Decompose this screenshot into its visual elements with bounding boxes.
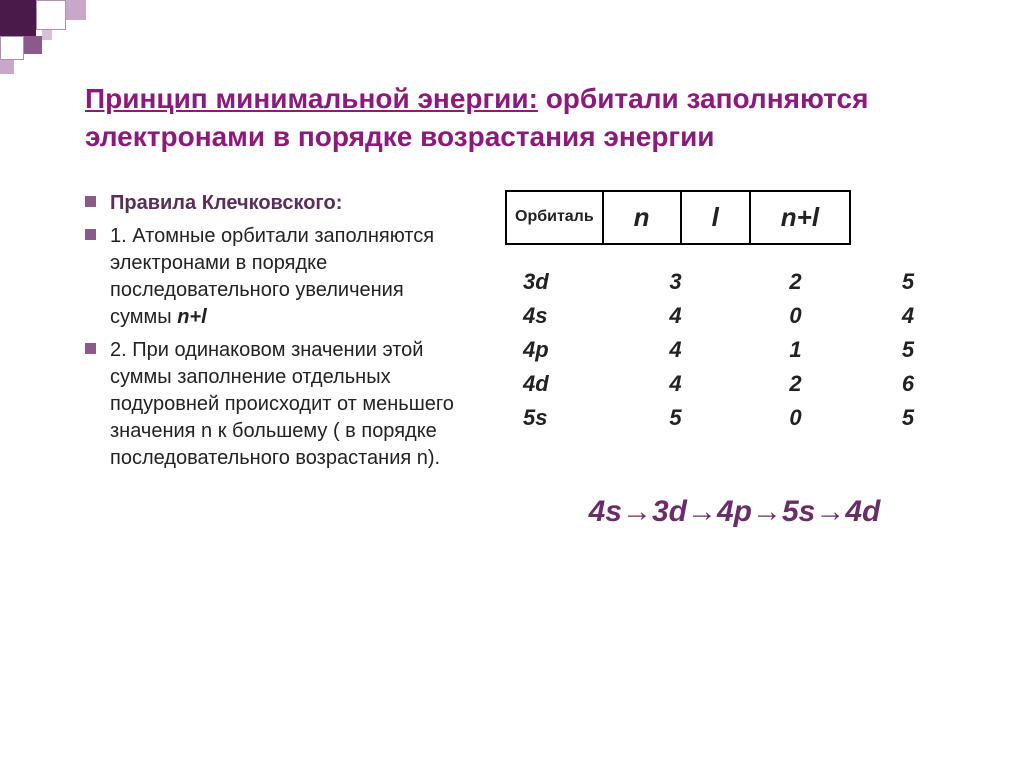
deco-square bbox=[0, 36, 24, 60]
list-item: 2. При одинаковом значении этой суммы за… bbox=[85, 337, 465, 472]
table-region: Орбиталь n l n+l 3d3254s4044p4154d4265s5… bbox=[505, 190, 964, 529]
cell-orb: 4d bbox=[523, 367, 613, 401]
cell-n: 5 bbox=[613, 401, 738, 435]
table-row: 4s404 bbox=[523, 299, 964, 333]
th-n: n bbox=[603, 191, 681, 244]
bullet-icon bbox=[85, 196, 96, 207]
cell-l: 0 bbox=[738, 299, 853, 333]
bullet-text: 1. Атомные орбитали заполняются электрон… bbox=[110, 223, 465, 331]
cell-n: 3 bbox=[613, 265, 738, 299]
list-item: Правила Клечковского: bbox=[85, 190, 465, 217]
cell-sum: 5 bbox=[853, 333, 963, 367]
deco-square bbox=[66, 0, 86, 20]
deco-square bbox=[24, 36, 42, 54]
cell-l: 0 bbox=[738, 401, 853, 435]
deco-square bbox=[42, 30, 52, 40]
cell-l: 1 bbox=[738, 333, 853, 367]
filling-sequence: 4s→3d→4p→5s→4d bbox=[505, 495, 964, 529]
orbital-table-header: Орбиталь n l n+l bbox=[505, 190, 851, 245]
cell-sum: 5 bbox=[853, 401, 963, 435]
deco-square bbox=[0, 0, 36, 36]
cell-orb: 5s bbox=[523, 401, 613, 435]
cell-orb: 4p bbox=[523, 333, 613, 367]
cell-l: 2 bbox=[738, 265, 853, 299]
cell-n: 4 bbox=[613, 333, 738, 367]
slide-title: Принцип минимальной энергии: орбитали за… bbox=[85, 80, 964, 156]
cell-l: 2 bbox=[738, 367, 853, 401]
corner-decoration bbox=[0, 0, 120, 90]
bullet-icon bbox=[85, 229, 96, 240]
cell-orb: 3d bbox=[523, 265, 613, 299]
table-row: 5s505 bbox=[523, 401, 964, 435]
cell-sum: 4 bbox=[853, 299, 963, 333]
deco-square bbox=[0, 60, 14, 74]
table-row: 3d325 bbox=[523, 265, 964, 299]
cell-sum: 6 bbox=[853, 367, 963, 401]
th-l: l bbox=[681, 191, 750, 244]
slide-content: Принцип минимальной энергии: орбитали за… bbox=[0, 0, 1024, 569]
bullet-icon bbox=[85, 343, 96, 354]
deco-square bbox=[36, 0, 66, 30]
title-underlined: Принцип минимальной энергии: bbox=[85, 83, 538, 114]
orbital-data-rows: 3d3254s4044p4154d4265s505 bbox=[523, 265, 964, 435]
table-row: 4p415 bbox=[523, 333, 964, 367]
cell-orb: 4s bbox=[523, 299, 613, 333]
cell-sum: 5 bbox=[853, 265, 963, 299]
cell-n: 4 bbox=[613, 367, 738, 401]
bullet-text: 2. При одинаковом значении этой суммы за… bbox=[110, 337, 465, 472]
table-row: 4d426 bbox=[523, 367, 964, 401]
list-item: 1. Атомные орбитали заполняются электрон… bbox=[85, 223, 465, 331]
th-orbital: Орбиталь bbox=[506, 191, 603, 244]
th-sum: n+l bbox=[750, 191, 850, 244]
cell-n: 4 bbox=[613, 299, 738, 333]
rules-list: Правила Клечковского: 1. Атомные орбитали… bbox=[85, 190, 465, 529]
bullet-text: Правила Клечковского: bbox=[110, 190, 342, 217]
